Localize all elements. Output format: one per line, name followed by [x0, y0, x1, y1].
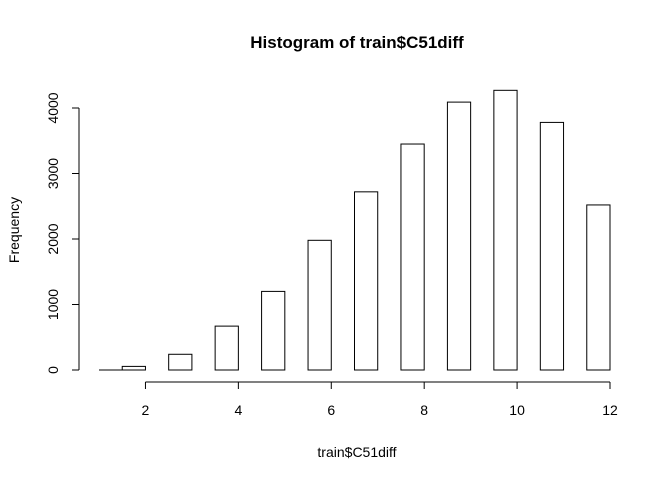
histogram-bar [493, 89, 518, 371]
histogram-bar [261, 290, 286, 371]
histogram-bar [446, 101, 472, 371]
histogram-bar [121, 365, 146, 371]
y-axis: 0 1000 2000 3000 4000 [45, 92, 80, 374]
x-axis: 2 4 6 8 10 12 [142, 381, 618, 418]
histogram-bar [168, 353, 193, 371]
histogram-bar [400, 143, 425, 371]
x-tick-label: 6 [327, 402, 335, 418]
y-tick-label: 2000 [45, 223, 61, 254]
x-tick-label: 4 [234, 402, 242, 418]
y-tick-label: 1000 [45, 289, 61, 320]
x-tick-label: 2 [142, 402, 150, 418]
histogram-bar [214, 325, 239, 371]
y-axis-label: Frequency [6, 197, 22, 263]
x-tick-label: 10 [509, 402, 525, 418]
x-tick-label: 8 [420, 402, 428, 418]
x-tick-label: 12 [602, 402, 618, 418]
y-tick-label: 4000 [45, 92, 61, 123]
bars-group [99, 89, 611, 371]
histogram-bar [354, 191, 379, 371]
histogram-bar [539, 121, 565, 371]
y-tick-label: 3000 [45, 158, 61, 189]
x-axis-label: train$C51diff [317, 444, 396, 460]
y-tick-label: 0 [45, 366, 61, 374]
histogram-bar [586, 204, 611, 371]
histogram-bar [307, 239, 332, 371]
chart-title: Histogram of train$C51diff [250, 33, 464, 52]
